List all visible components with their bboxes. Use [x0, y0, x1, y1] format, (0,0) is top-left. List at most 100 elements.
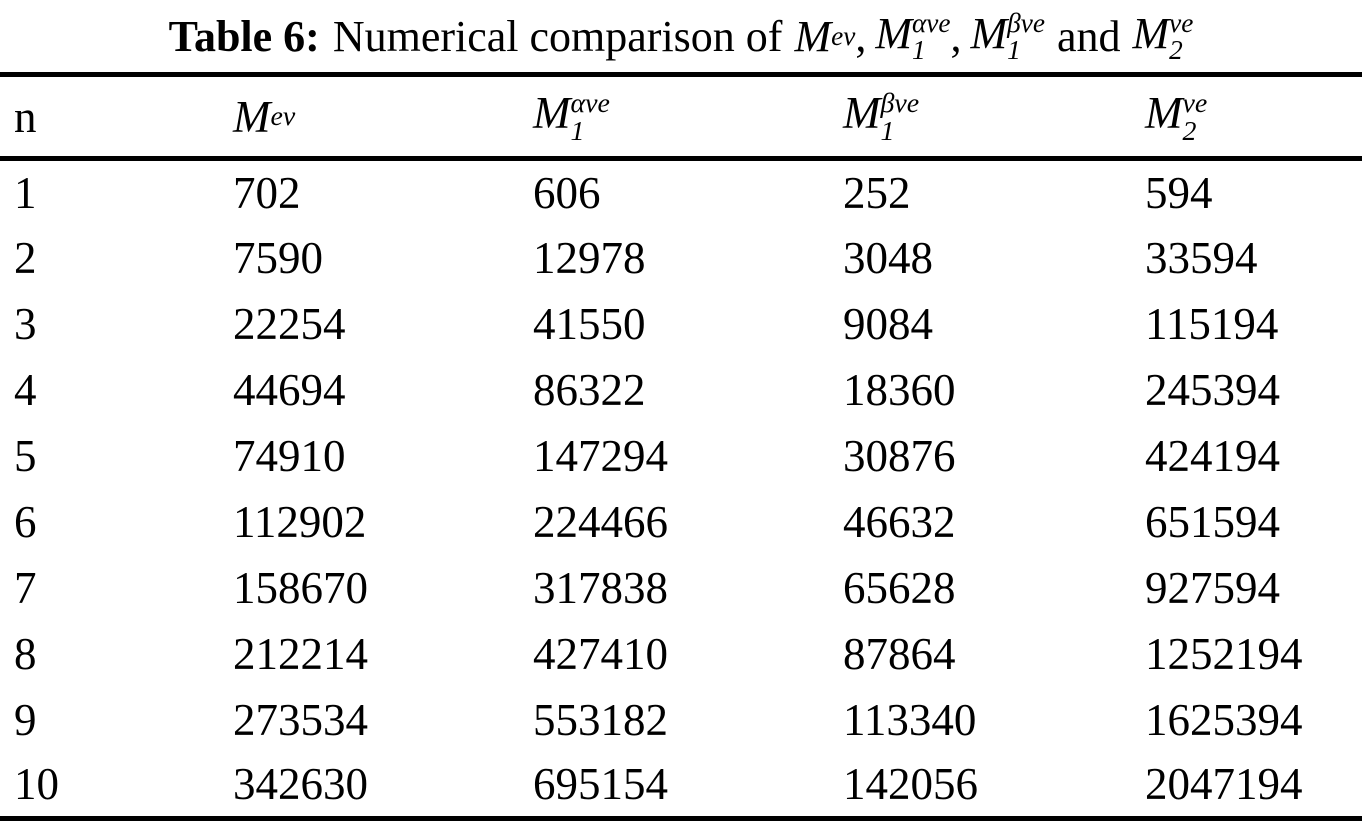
table-row-1: 1 702 606 252 594 — [0, 159, 1362, 225]
cell-m1bve: 3048 — [843, 232, 933, 283]
cell-m1bve: 252 — [843, 167, 911, 218]
cell-m1ave: 553182 — [533, 694, 668, 745]
caption-and: and — [1056, 11, 1121, 61]
math-base: M — [875, 8, 912, 58]
cell-m1bve: 113340 — [843, 694, 977, 745]
cell-mev: 112902 — [233, 496, 367, 547]
table-row-3: 3 22254 41550 9084 115194 — [0, 291, 1362, 357]
header-n: n — [14, 91, 37, 142]
math-sub: 2 — [1169, 35, 1183, 66]
math-scripts: ev — [831, 20, 856, 51]
math-base: M — [843, 88, 881, 139]
cell-mev: 702 — [233, 167, 301, 218]
math-scripts: αve 1 — [911, 7, 951, 66]
cell-m1ave: 41550 — [533, 298, 646, 349]
caption-label: Table 6: — [168, 11, 320, 61]
cell-m2ve: 927594 — [1145, 562, 1280, 613]
cell-m2ve: 651594 — [1145, 496, 1280, 547]
cell-m1ave: 695154 — [533, 759, 668, 810]
table-row-6: 6 112902 224466 46632 651594 — [0, 489, 1362, 555]
math-base: M — [1145, 88, 1183, 139]
math-sup: αve — [570, 87, 610, 119]
math-base: M — [794, 11, 832, 61]
cell-m2ve: 115194 — [1145, 298, 1279, 349]
math-scripts: βve 1 — [881, 90, 920, 146]
table-row-5: 5 74910 147294 30876 424194 — [0, 423, 1362, 489]
math-sub: 1 — [1007, 35, 1021, 66]
cell-m1ave: 606 — [533, 167, 601, 218]
cell-m2ve: 245394 — [1145, 364, 1280, 415]
cell-m1ave: 12978 — [533, 232, 646, 283]
math-sub: 1 — [570, 115, 585, 147]
caption-text: Numerical comparison of — [332, 11, 783, 61]
cell-mev: 212214 — [233, 628, 368, 679]
cell-m2ve: 424194 — [1145, 430, 1280, 481]
math-base: M — [233, 91, 271, 142]
caption-comma: , — [855, 11, 867, 61]
cell-m1bve: 9084 — [843, 298, 933, 349]
cell-m2ve: 1252194 — [1145, 628, 1303, 679]
table-row-8: 8 212214 427410 87864 1252194 — [0, 621, 1362, 687]
table-row-4: 4 44694 86322 18360 245394 — [0, 357, 1362, 423]
cell-m1bve: 142056 — [843, 759, 978, 810]
math-scripts: ve 2 — [1169, 7, 1194, 66]
math-base: M — [1132, 8, 1170, 58]
cell-m1ave: 224466 — [533, 496, 668, 547]
cell-n: 2 — [14, 232, 37, 283]
cell-n: 5 — [14, 430, 37, 481]
cell-n: 8 — [14, 628, 37, 679]
cell-n: 3 — [14, 298, 37, 349]
cell-mev: 22254 — [233, 298, 346, 349]
cell-n: 7 — [14, 562, 37, 613]
math-sup: βve — [1007, 7, 1045, 38]
cell-mev: 74910 — [233, 430, 346, 481]
math-scripts: ve 2 — [1183, 90, 1208, 146]
cell-m2ve: 1625394 — [1145, 694, 1303, 745]
cell-m1ave: 147294 — [533, 430, 668, 481]
table-row-9: 9 273534 553182 113340 1625394 — [0, 687, 1362, 753]
cell-m1ave: 427410 — [533, 628, 668, 679]
cell-n: 10 — [14, 759, 59, 810]
cell-mev: 342630 — [233, 759, 368, 810]
cell-mev: 44694 — [233, 364, 346, 415]
cell-m1bve: 30876 — [843, 430, 956, 481]
math-sup: αve — [911, 7, 951, 38]
math-sup: ve — [1169, 7, 1194, 38]
cell-m2ve: 33594 — [1145, 232, 1258, 283]
table-body: 1 702 606 252 594 2 7590 12978 3048 33594 3 22254 41… — [0, 159, 1362, 819]
caption-comma: , — [950, 11, 962, 61]
cell-m1bve: 65628 — [843, 562, 956, 613]
math-sup: ve — [1182, 87, 1208, 119]
math-sup: ev — [831, 20, 856, 51]
cell-n: 1 — [14, 167, 37, 218]
cell-m1ave: 317838 — [533, 562, 668, 613]
cell-n: 6 — [14, 496, 37, 547]
math-sup: βve — [880, 87, 920, 119]
cell-mev: 273534 — [233, 694, 368, 745]
cell-n: 4 — [14, 364, 37, 415]
cell-m2ve: 594 — [1145, 167, 1213, 218]
cell-m1bve: 46632 — [843, 496, 956, 547]
cell-m1bve: 87864 — [843, 628, 956, 679]
cell-m1ave: 86322 — [533, 364, 646, 415]
cell-mev: 158670 — [233, 562, 368, 613]
math-sub: 1 — [880, 115, 895, 147]
cell-m1bve: 18360 — [843, 364, 956, 415]
math-sub: 1 — [911, 35, 926, 66]
